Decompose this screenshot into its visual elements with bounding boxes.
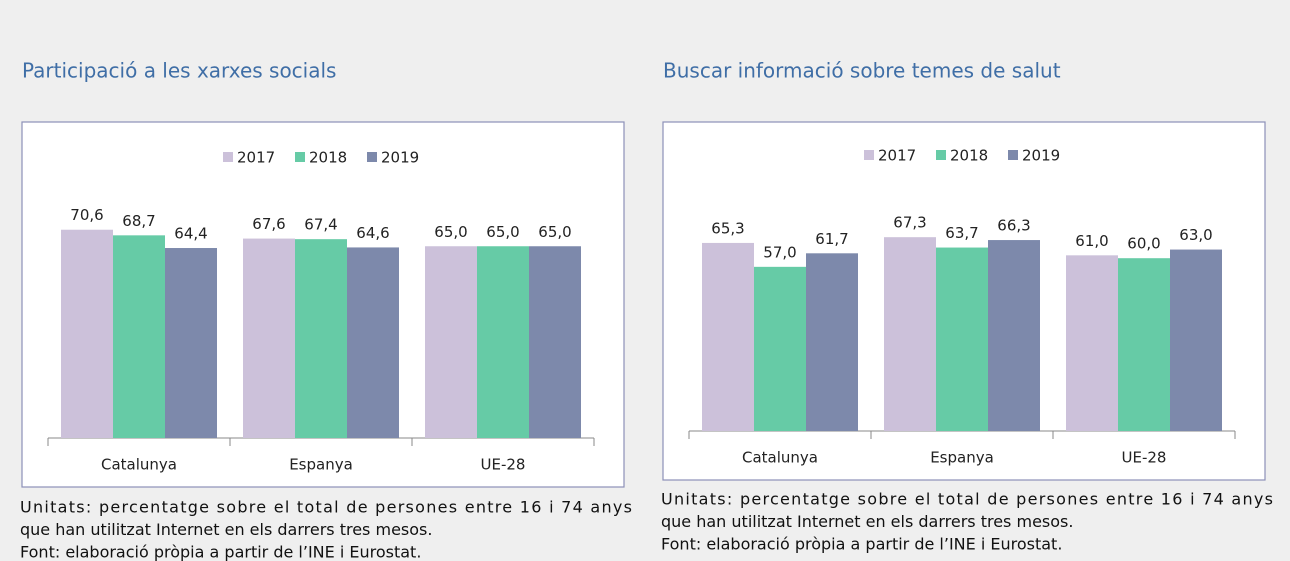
value-label: 63,7 bbox=[945, 224, 978, 242]
legend-label: 2017 bbox=[237, 149, 275, 167]
bar bbox=[61, 229, 113, 438]
bar bbox=[425, 246, 477, 438]
value-label: 65,0 bbox=[486, 223, 519, 241]
value-label: 67,3 bbox=[893, 214, 926, 232]
legend-swatch bbox=[295, 152, 305, 162]
value-label: 60,0 bbox=[1127, 235, 1160, 253]
value-label: 63,0 bbox=[1179, 226, 1212, 244]
bar bbox=[477, 246, 529, 438]
value-label: 66,3 bbox=[997, 217, 1030, 235]
x-tick-label: Espanya bbox=[289, 456, 353, 474]
value-label: 61,7 bbox=[815, 230, 848, 248]
value-label: 67,6 bbox=[252, 215, 285, 233]
note: Font: elaboració pròpia a partir de l’IN… bbox=[20, 543, 421, 561]
value-label: 68,7 bbox=[122, 212, 155, 230]
bar bbox=[1170, 249, 1222, 431]
bar bbox=[936, 247, 988, 431]
value-label: 65,0 bbox=[434, 223, 467, 241]
bar bbox=[1066, 255, 1118, 431]
value-label: 64,4 bbox=[174, 225, 207, 243]
legend-swatch bbox=[223, 152, 233, 162]
value-label: 61,0 bbox=[1075, 232, 1108, 250]
legend-label: 2017 bbox=[878, 147, 916, 165]
value-label: 64,6 bbox=[356, 224, 389, 242]
value-label: 65,0 bbox=[538, 223, 571, 241]
note: Unitats: percentatge sobre el total de p… bbox=[661, 490, 1273, 509]
value-label: 57,0 bbox=[763, 243, 796, 261]
bar bbox=[884, 237, 936, 431]
bar bbox=[1118, 258, 1170, 431]
legend-swatch bbox=[1008, 150, 1018, 160]
bar bbox=[243, 238, 295, 438]
bar bbox=[754, 266, 806, 431]
x-tick-label: UE-28 bbox=[481, 456, 526, 474]
bar bbox=[988, 240, 1040, 431]
legend-label: 2019 bbox=[1022, 147, 1060, 165]
bar bbox=[702, 242, 754, 431]
legend-swatch bbox=[864, 150, 874, 160]
legend-label: 2019 bbox=[381, 149, 419, 167]
bar bbox=[806, 253, 858, 431]
value-label: 70,6 bbox=[70, 206, 103, 224]
bar bbox=[165, 248, 217, 438]
note: Font: elaboració pròpia a partir de l’IN… bbox=[661, 535, 1062, 554]
legend-label: 2018 bbox=[950, 147, 988, 165]
x-tick-label: Catalunya bbox=[101, 456, 177, 474]
legend-swatch bbox=[936, 150, 946, 160]
legend-swatch bbox=[367, 152, 377, 162]
value-label: 65,3 bbox=[711, 219, 744, 237]
chart-title: Participació a les xarxes socials bbox=[22, 59, 336, 83]
x-tick-label: Espanya bbox=[930, 449, 994, 467]
bar bbox=[347, 247, 399, 438]
bar bbox=[529, 246, 581, 438]
value-label: 67,4 bbox=[304, 216, 337, 234]
note: que han utilitzat Internet en els darrer… bbox=[20, 520, 432, 539]
note: Unitats: percentatge sobre el total de p… bbox=[20, 498, 632, 517]
note: que han utilitzat Internet en els darrer… bbox=[661, 512, 1073, 531]
chart-title: Buscar informació sobre temes de salut bbox=[663, 59, 1061, 83]
bar bbox=[295, 239, 347, 438]
x-tick-label: UE-28 bbox=[1122, 449, 1167, 467]
legend-label: 2018 bbox=[309, 149, 347, 167]
bar bbox=[113, 235, 165, 438]
x-tick-label: Catalunya bbox=[742, 449, 818, 467]
